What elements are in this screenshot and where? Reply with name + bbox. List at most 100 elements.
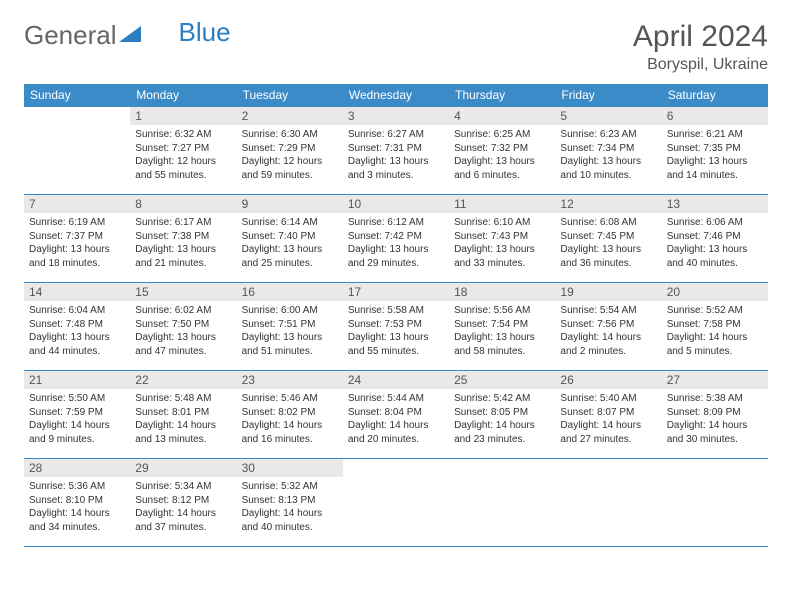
- day-cell: 13Sunrise: 6:06 AMSunset: 7:46 PMDayligh…: [662, 195, 768, 283]
- day-number: 13: [662, 195, 768, 213]
- page-title: April 2024: [633, 20, 768, 54]
- day-cell: 29Sunrise: 5:34 AMSunset: 8:12 PMDayligh…: [130, 459, 236, 547]
- day-header: Friday: [555, 84, 661, 107]
- day-cell: [662, 459, 768, 547]
- day-body: Sunrise: 6:21 AMSunset: 7:35 PMDaylight:…: [662, 125, 768, 185]
- day-cell: 24Sunrise: 5:44 AMSunset: 8:04 PMDayligh…: [343, 371, 449, 459]
- day-cell: 16Sunrise: 6:00 AMSunset: 7:51 PMDayligh…: [237, 283, 343, 371]
- day-number: 16: [237, 283, 343, 301]
- week-row: 21Sunrise: 5:50 AMSunset: 7:59 PMDayligh…: [24, 371, 768, 459]
- day-number: 23: [237, 371, 343, 389]
- day-cell: 18Sunrise: 5:56 AMSunset: 7:54 PMDayligh…: [449, 283, 555, 371]
- day-header: Wednesday: [343, 84, 449, 107]
- day-number: 30: [237, 459, 343, 477]
- day-body: Sunrise: 5:56 AMSunset: 7:54 PMDaylight:…: [449, 301, 555, 361]
- calendar-table: SundayMondayTuesdayWednesdayThursdayFrid…: [24, 84, 768, 547]
- day-body: Sunrise: 5:36 AMSunset: 8:10 PMDaylight:…: [24, 477, 130, 537]
- day-cell: 22Sunrise: 5:48 AMSunset: 8:01 PMDayligh…: [130, 371, 236, 459]
- day-cell: 8Sunrise: 6:17 AMSunset: 7:38 PMDaylight…: [130, 195, 236, 283]
- day-cell: 20Sunrise: 5:52 AMSunset: 7:58 PMDayligh…: [662, 283, 768, 371]
- day-cell: 30Sunrise: 5:32 AMSunset: 8:13 PMDayligh…: [237, 459, 343, 547]
- day-body: Sunrise: 5:58 AMSunset: 7:53 PMDaylight:…: [343, 301, 449, 361]
- day-cell: 15Sunrise: 6:02 AMSunset: 7:50 PMDayligh…: [130, 283, 236, 371]
- day-cell: 28Sunrise: 5:36 AMSunset: 8:10 PMDayligh…: [24, 459, 130, 547]
- day-number: 10: [343, 195, 449, 213]
- day-number: 28: [24, 459, 130, 477]
- logo-text-2: Blue: [179, 17, 231, 48]
- day-body: Sunrise: 5:32 AMSunset: 8:13 PMDaylight:…: [237, 477, 343, 537]
- day-cell: 21Sunrise: 5:50 AMSunset: 7:59 PMDayligh…: [24, 371, 130, 459]
- day-body: Sunrise: 5:48 AMSunset: 8:01 PMDaylight:…: [130, 389, 236, 449]
- day-body: Sunrise: 6:17 AMSunset: 7:38 PMDaylight:…: [130, 213, 236, 273]
- day-cell: 23Sunrise: 5:46 AMSunset: 8:02 PMDayligh…: [237, 371, 343, 459]
- day-number: 24: [343, 371, 449, 389]
- day-cell: 1Sunrise: 6:32 AMSunset: 7:27 PMDaylight…: [130, 107, 236, 195]
- day-number: 3: [343, 107, 449, 125]
- day-body: Sunrise: 6:14 AMSunset: 7:40 PMDaylight:…: [237, 213, 343, 273]
- day-number: 17: [343, 283, 449, 301]
- day-header: Thursday: [449, 84, 555, 107]
- day-body: Sunrise: 6:25 AMSunset: 7:32 PMDaylight:…: [449, 125, 555, 185]
- day-cell: 25Sunrise: 5:42 AMSunset: 8:05 PMDayligh…: [449, 371, 555, 459]
- day-body: Sunrise: 6:00 AMSunset: 7:51 PMDaylight:…: [237, 301, 343, 361]
- day-body: Sunrise: 6:30 AMSunset: 7:29 PMDaylight:…: [237, 125, 343, 185]
- day-number: 1: [130, 107, 236, 125]
- day-cell: [343, 459, 449, 547]
- day-body: Sunrise: 5:34 AMSunset: 8:12 PMDaylight:…: [130, 477, 236, 537]
- day-number: 11: [449, 195, 555, 213]
- day-body: Sunrise: 6:02 AMSunset: 7:50 PMDaylight:…: [130, 301, 236, 361]
- day-number: 5: [555, 107, 661, 125]
- day-number: 12: [555, 195, 661, 213]
- day-body: Sunrise: 6:08 AMSunset: 7:45 PMDaylight:…: [555, 213, 661, 273]
- day-body: Sunrise: 5:38 AMSunset: 8:09 PMDaylight:…: [662, 389, 768, 449]
- day-number: 4: [449, 107, 555, 125]
- day-number: 27: [662, 371, 768, 389]
- day-cell: 10Sunrise: 6:12 AMSunset: 7:42 PMDayligh…: [343, 195, 449, 283]
- day-body: Sunrise: 5:42 AMSunset: 8:05 PMDaylight:…: [449, 389, 555, 449]
- day-number: 25: [449, 371, 555, 389]
- day-body: Sunrise: 5:46 AMSunset: 8:02 PMDaylight:…: [237, 389, 343, 449]
- day-cell: 2Sunrise: 6:30 AMSunset: 7:29 PMDaylight…: [237, 107, 343, 195]
- day-body: Sunrise: 6:23 AMSunset: 7:34 PMDaylight:…: [555, 125, 661, 185]
- logo-triangle-icon: [119, 20, 141, 51]
- day-cell: [24, 107, 130, 195]
- day-number: 7: [24, 195, 130, 213]
- title-block: April 2024 Boryspil, Ukraine: [633, 20, 768, 74]
- day-number: 15: [130, 283, 236, 301]
- week-row: 1Sunrise: 6:32 AMSunset: 7:27 PMDaylight…: [24, 107, 768, 195]
- day-cell: 3Sunrise: 6:27 AMSunset: 7:31 PMDaylight…: [343, 107, 449, 195]
- day-body: Sunrise: 6:06 AMSunset: 7:46 PMDaylight:…: [662, 213, 768, 273]
- day-cell: [449, 459, 555, 547]
- day-cell: [555, 459, 661, 547]
- day-number: 9: [237, 195, 343, 213]
- day-number: 14: [24, 283, 130, 301]
- day-cell: 14Sunrise: 6:04 AMSunset: 7:48 PMDayligh…: [24, 283, 130, 371]
- day-number: 20: [662, 283, 768, 301]
- day-body: Sunrise: 6:04 AMSunset: 7:48 PMDaylight:…: [24, 301, 130, 361]
- week-row: 28Sunrise: 5:36 AMSunset: 8:10 PMDayligh…: [24, 459, 768, 547]
- day-number: 18: [449, 283, 555, 301]
- day-header-row: SundayMondayTuesdayWednesdayThursdayFrid…: [24, 84, 768, 107]
- day-cell: 4Sunrise: 6:25 AMSunset: 7:32 PMDaylight…: [449, 107, 555, 195]
- day-body: Sunrise: 6:27 AMSunset: 7:31 PMDaylight:…: [343, 125, 449, 185]
- logo-text-1: General: [24, 20, 117, 51]
- header: General Blue April 2024 Boryspil, Ukrain…: [24, 20, 768, 74]
- day-body: Sunrise: 6:10 AMSunset: 7:43 PMDaylight:…: [449, 213, 555, 273]
- day-header: Monday: [130, 84, 236, 107]
- day-body: Sunrise: 5:44 AMSunset: 8:04 PMDaylight:…: [343, 389, 449, 449]
- day-number: 21: [24, 371, 130, 389]
- day-cell: 5Sunrise: 6:23 AMSunset: 7:34 PMDaylight…: [555, 107, 661, 195]
- day-header: Sunday: [24, 84, 130, 107]
- day-cell: 17Sunrise: 5:58 AMSunset: 7:53 PMDayligh…: [343, 283, 449, 371]
- day-body: Sunrise: 5:40 AMSunset: 8:07 PMDaylight:…: [555, 389, 661, 449]
- day-header: Saturday: [662, 84, 768, 107]
- day-cell: 12Sunrise: 6:08 AMSunset: 7:45 PMDayligh…: [555, 195, 661, 283]
- day-cell: 27Sunrise: 5:38 AMSunset: 8:09 PMDayligh…: [662, 371, 768, 459]
- day-cell: 11Sunrise: 6:10 AMSunset: 7:43 PMDayligh…: [449, 195, 555, 283]
- day-cell: 26Sunrise: 5:40 AMSunset: 8:07 PMDayligh…: [555, 371, 661, 459]
- day-cell: 9Sunrise: 6:14 AMSunset: 7:40 PMDaylight…: [237, 195, 343, 283]
- day-cell: 7Sunrise: 6:19 AMSunset: 7:37 PMDaylight…: [24, 195, 130, 283]
- day-number: 26: [555, 371, 661, 389]
- day-number: 19: [555, 283, 661, 301]
- day-number: 2: [237, 107, 343, 125]
